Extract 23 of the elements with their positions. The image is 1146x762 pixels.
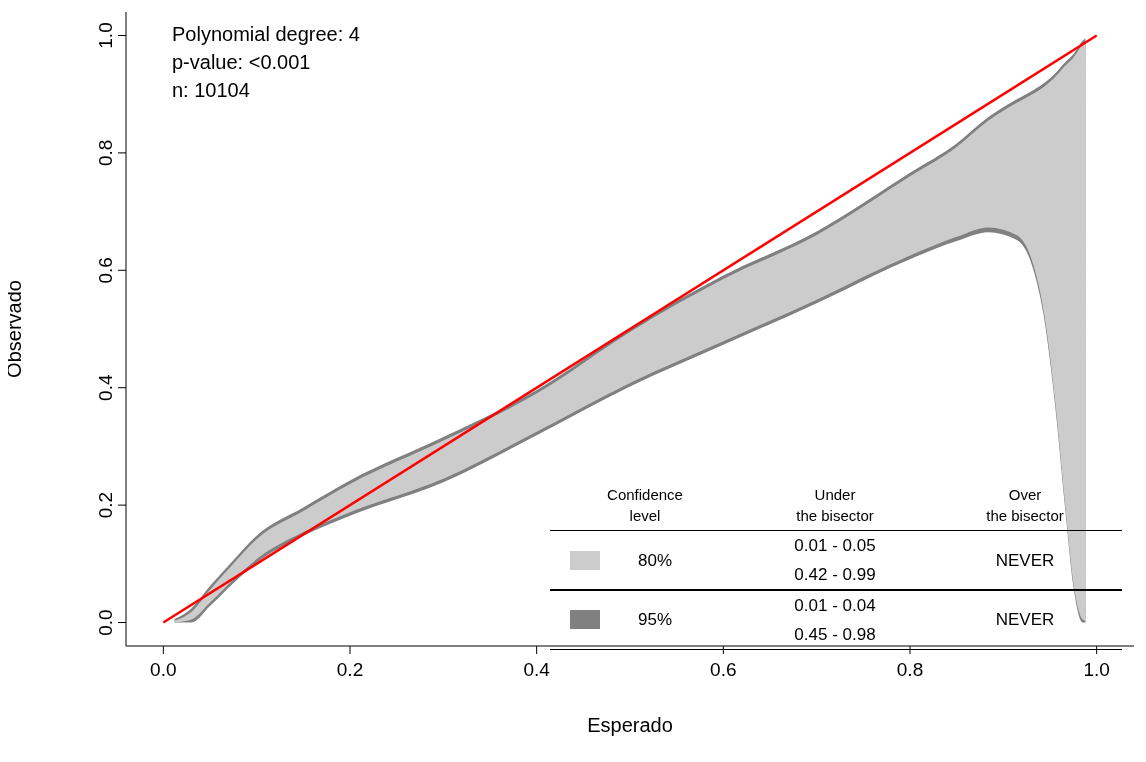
- x-tick-label: 1.0: [1083, 659, 1110, 680]
- y-tick-label: 0.4: [95, 374, 116, 401]
- legend-title: Confidence level: [606, 484, 684, 526]
- y-tick-label: 1.0: [95, 22, 116, 49]
- annotation: Polynomial degree: 4 p-value: <0.001 n: 10104: [172, 22, 360, 103]
- x-tick-label: 0.8: [896, 659, 924, 680]
- legend-label: 80%: [637, 549, 673, 572]
- annotation: 0.01 - 0.04 0.45 - 0.98: [793, 594, 877, 646]
- x-tick-label: 0.6: [710, 659, 737, 680]
- x-tick-label: 0.2: [336, 659, 364, 680]
- x-axis-title: Esperado: [587, 714, 673, 736]
- y-tick-label: 0.6: [95, 257, 116, 284]
- annotation: NEVER: [994, 609, 1056, 631]
- annotation: 0.01 - 0.05 0.42 - 0.99: [793, 535, 877, 586]
- x-tick-label: 0.0: [150, 659, 177, 680]
- annotation: Over the bisector: [985, 484, 1065, 526]
- y-tick-label: 0.0: [95, 609, 116, 636]
- y-tick-label: 0.8: [95, 139, 116, 167]
- legend-label: 95%: [637, 609, 673, 631]
- y-tick-label: 0.2: [95, 491, 116, 519]
- annotation: NEVER: [994, 549, 1056, 572]
- annotation: Under the bisector: [795, 484, 875, 526]
- x-tick-label: 0.4: [523, 659, 551, 680]
